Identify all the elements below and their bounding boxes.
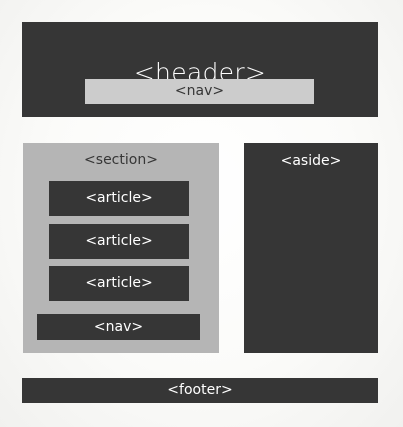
header-nav-label: <nav> (174, 83, 225, 99)
aside-block: <aside> (244, 143, 378, 353)
article-label: <article> (85, 233, 153, 249)
article-block-3: <article> (49, 266, 189, 301)
section-label: <section> (84, 152, 158, 168)
header-nav-block: <nav> (85, 79, 314, 104)
article-block-1: <article> (49, 181, 189, 216)
section-nav-block: <nav> (37, 314, 200, 340)
article-block-2: <article> (49, 224, 189, 259)
aside-label: <aside> (280, 153, 342, 169)
article-label: <article> (85, 275, 153, 291)
section-nav-label: <nav> (93, 319, 144, 335)
article-label: <article> (85, 190, 153, 206)
footer-block: <footer> (22, 378, 378, 403)
footer-label: <footer> (167, 382, 233, 398)
